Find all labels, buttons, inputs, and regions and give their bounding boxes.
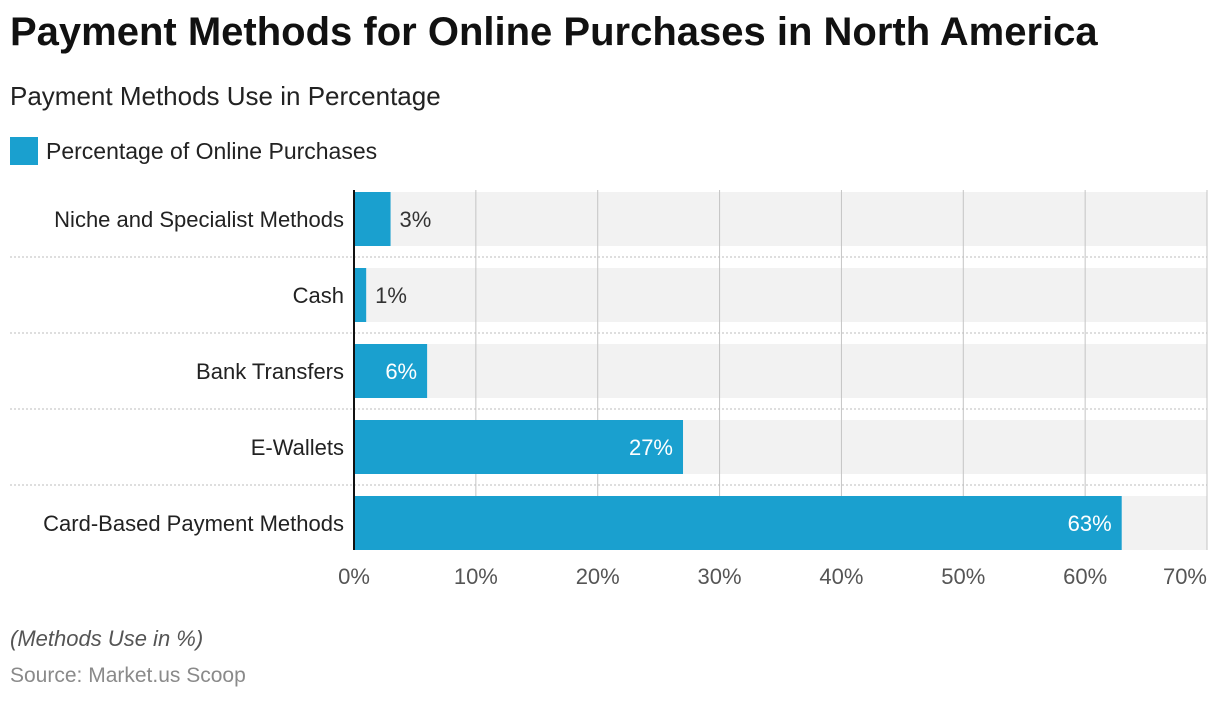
bar — [354, 268, 367, 322]
bar — [354, 192, 391, 246]
bar-background — [354, 268, 1207, 322]
data-label: 1% — [375, 283, 407, 308]
data-label: 27% — [629, 435, 673, 460]
x-tick-label: 70% — [1163, 564, 1207, 589]
category-label: E-Wallets — [251, 435, 344, 460]
bar-background — [354, 344, 1207, 398]
data-label: 63% — [1068, 511, 1112, 536]
legend: Percentage of Online Purchases — [10, 136, 377, 166]
bar — [354, 496, 1122, 550]
bar — [354, 420, 684, 474]
data-label: 3% — [400, 207, 432, 232]
category-label: Cash — [293, 283, 344, 308]
chart-title: Payment Methods for Online Purchases in … — [10, 10, 1098, 54]
chart-subtitle: Payment Methods Use in Percentage — [10, 81, 441, 111]
x-tick-label: 60% — [1063, 564, 1107, 589]
x-tick-label: 40% — [819, 564, 863, 589]
x-tick-label: 0% — [338, 564, 370, 589]
legend-swatch — [10, 137, 38, 165]
bar-background — [354, 192, 1207, 246]
category-label: Bank Transfers — [196, 359, 344, 384]
data-label: 6% — [385, 359, 417, 384]
chart-source: Source: Market.us Scoop — [10, 664, 246, 687]
category-label: Niche and Specialist Methods — [54, 207, 344, 232]
chart-note: (Methods Use in %) — [10, 626, 204, 651]
x-tick-label: 10% — [454, 564, 498, 589]
x-tick-label: 30% — [698, 564, 742, 589]
x-tick-label: 50% — [941, 564, 985, 589]
legend-label: Percentage of Online Purchases — [46, 137, 378, 164]
x-tick-label: 20% — [576, 564, 620, 589]
category-label: Card-Based Payment Methods — [43, 511, 344, 536]
bar — [354, 344, 428, 398]
bar-chart: Niche and Specialist Methods 3% Cash 1% Bank… — [10, 190, 1208, 589]
